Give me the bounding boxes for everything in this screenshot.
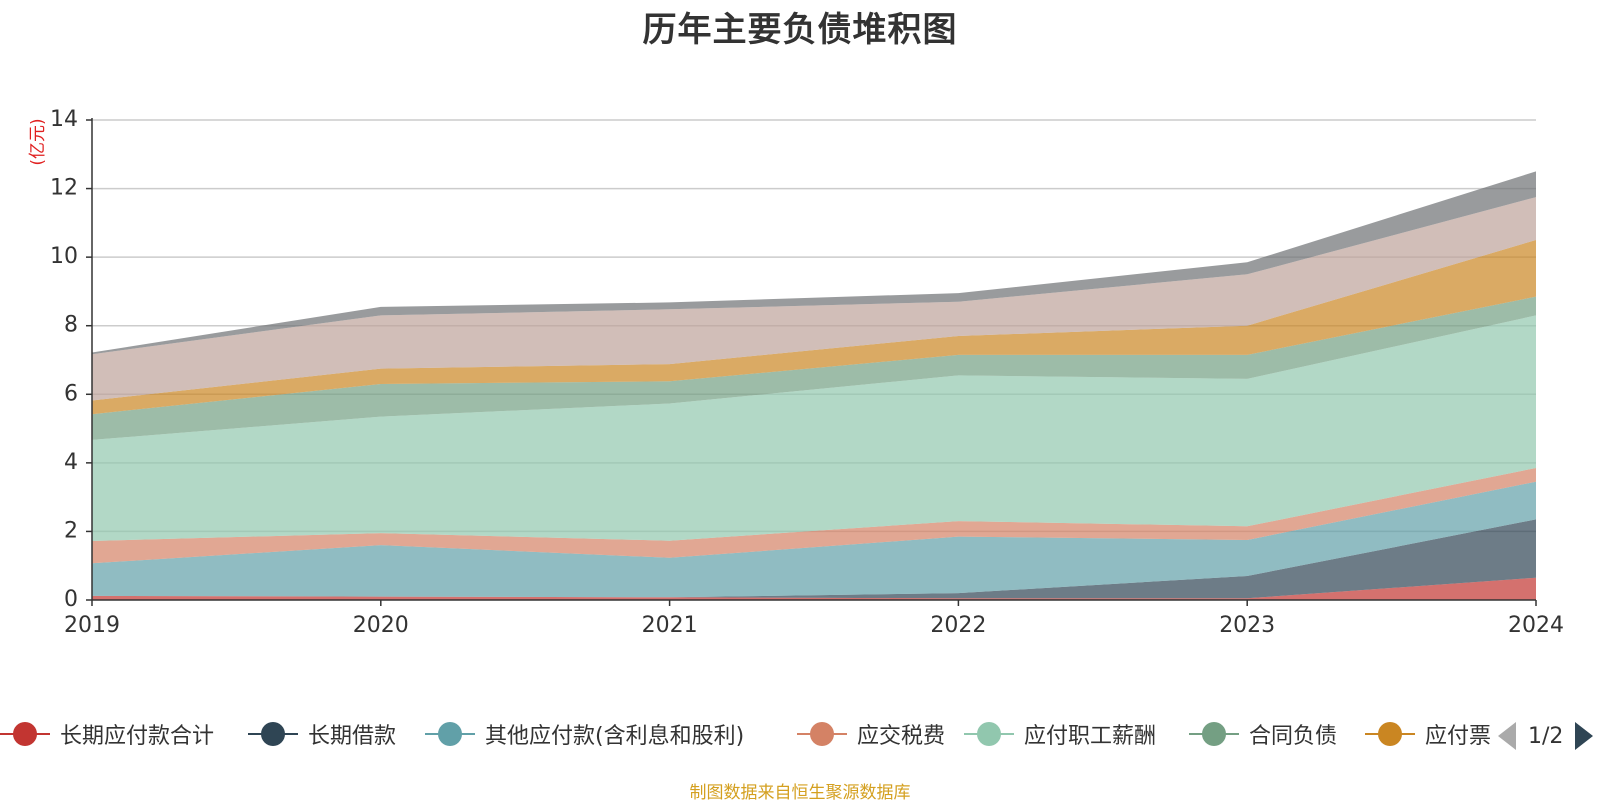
legend-label: 应交税费 (857, 724, 946, 749)
x-tick-label: 2024 (1508, 613, 1564, 638)
x-tick-label: 2023 (1219, 613, 1275, 638)
area-series-0 (92, 577, 1536, 600)
legend-item-5[interactable]: 合同负债 (1189, 716, 1337, 752)
legend-label: 长期应付款合计 (60, 724, 215, 749)
legend-label: 其他应付款(含利息和股利) (485, 724, 745, 749)
legend-item-3[interactable]: 应交税费 (797, 716, 945, 752)
area-series (92, 171, 1536, 600)
legend-item-0[interactable]: 长期应付款合计 (0, 716, 214, 752)
x-tick-label: 2020 (353, 613, 409, 638)
y-tick-label: 10 (50, 244, 78, 269)
area-series-2 (92, 481, 1536, 598)
y-tick-label: 6 (64, 381, 78, 406)
pager-text: 1/2 (1528, 723, 1564, 749)
legend-marker-icon (425, 716, 475, 752)
legend-marker-icon (1189, 716, 1239, 752)
pager-prev-icon[interactable] (1498, 722, 1516, 750)
legend-marker-icon (0, 716, 50, 752)
area-series-8 (92, 171, 1536, 355)
legend-pager: 1/2 (1498, 718, 1594, 754)
y-tick-label: 14 (50, 107, 78, 132)
legend-item-4[interactable]: 应付职工薪酬 (964, 716, 1156, 752)
legend-marker-icon (248, 716, 298, 752)
y-tick-label: 2 (64, 518, 78, 543)
pager-next-icon[interactable] (1575, 722, 1594, 750)
x-tick-label: 2022 (930, 613, 986, 638)
legend-item-6[interactable]: 应付票据 (1365, 716, 1490, 752)
y-axis-unit-label: (亿元) (28, 118, 48, 165)
legend-label: 合同负债 (1249, 724, 1338, 749)
legend-item-2[interactable]: 其他应付款(含利息和股利) (425, 716, 744, 752)
axes: 0 2 4 6 8 10 12 14 2019 2020 2021 2022 2023 2024 (50, 107, 1564, 638)
legend-marker-icon (1365, 716, 1415, 752)
y-tick-label: 4 (64, 450, 78, 475)
legend-item-1[interactable]: 长期借款 (248, 716, 396, 752)
area-series-4 (92, 315, 1536, 541)
legend: 长期应付款合计 长期借款 其他应付款(含利息和股利) 应交税费 应付职工薪酬 合同负债 应付… (0, 716, 1490, 756)
x-tick-label: 2019 (64, 613, 120, 638)
x-tick-label: 2021 (642, 613, 698, 638)
legend-marker-icon (797, 716, 847, 752)
area-series-5 (92, 296, 1536, 440)
legend-label: 应付票据 (1425, 724, 1490, 749)
source-note: 制图数据来自恒生聚源数据库 (689, 783, 911, 803)
chart-title: 历年主要负债堆积图 (642, 10, 958, 50)
area-series-6 (92, 240, 1536, 415)
legend-label: 长期借款 (308, 724, 397, 749)
y-tick-label: 8 (64, 313, 78, 338)
legend-label: 应付职工薪酬 (1024, 724, 1157, 749)
y-tick-label: 12 (50, 176, 78, 201)
area-series-7 (92, 197, 1536, 401)
area-series-3 (92, 468, 1536, 564)
y-tick-label: 0 (64, 587, 78, 612)
legend-marker-icon (964, 716, 1014, 752)
